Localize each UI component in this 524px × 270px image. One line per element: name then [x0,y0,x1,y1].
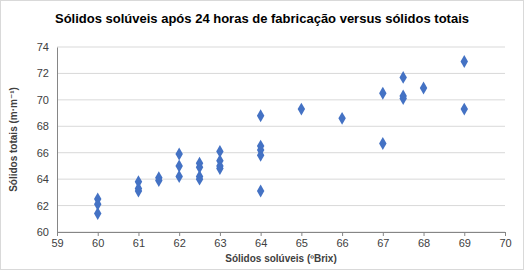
tick: 70 [37,94,57,106]
y-axis: 60 62 64 66 68 70 72 74 [37,41,58,238]
point [379,87,386,100]
grid-line [57,99,505,100]
point [196,173,203,186]
point [155,174,162,187]
axis-line [58,233,506,237]
tick: 64 [37,173,57,185]
point [461,55,468,68]
tick: 59 [51,232,63,249]
tick: 61 [133,232,145,249]
tick-label: 70 [37,94,49,106]
tick: 62 [174,232,186,249]
tick-label: 69 [459,237,471,249]
grid-line [57,179,505,180]
tick-label: 63 [214,237,226,249]
point [135,185,142,198]
tick-mark [342,232,343,236]
tick-label: 70 [499,237,511,249]
grid-line [57,73,505,74]
point [216,162,223,175]
tick-label: 60 [37,226,49,238]
tick-label: 62 [37,200,49,212]
tick-mark [179,232,180,236]
point [399,71,406,84]
tick-label: 66 [336,237,348,249]
point [420,82,427,95]
tick: 72 [37,67,57,79]
point [399,92,406,105]
tick: 63 [214,232,226,249]
point [379,137,386,150]
tick-mark [383,232,384,236]
tick-label: 64 [37,173,49,185]
tick-label: 59 [51,237,63,249]
tick-label: 68 [37,120,49,132]
tick-label: 66 [37,147,49,159]
point [94,207,101,220]
tick: 69 [459,232,471,249]
tick: 70 [499,232,511,249]
point [338,112,345,125]
tick: 60 [92,232,104,249]
tick-mark [301,232,302,236]
grid-line [57,47,505,48]
plot: 5960616263646566676869706062646668707274 [37,41,512,249]
tick-label: 68 [418,237,430,249]
point [257,185,264,198]
tick: 65 [296,232,308,249]
point [257,109,264,122]
tick-mark [220,232,221,236]
tick-label: 65 [296,237,308,249]
x-axis-title: Sólidos solúveis (ºBrix) [225,253,336,264]
point [298,103,305,116]
chart: 5960616263646566676869706062646668707274… [0,0,524,270]
grid [57,47,505,232]
grid-line [57,152,505,153]
point [461,103,468,116]
tick: 74 [37,41,57,53]
tick: 68 [418,232,430,249]
y-axis-title: Sólidos totais (m·m⁻¹) [8,87,19,192]
point [175,170,182,183]
tick-label: 61 [133,237,145,249]
point [175,148,182,161]
tick-mark [424,232,425,236]
axis-line [57,48,58,233]
tick-mark [261,232,262,236]
tick-mark [138,232,139,236]
tick-label: 60 [92,237,104,249]
point [257,149,264,162]
tick: 67 [377,232,389,249]
tick-mark [57,232,58,236]
grid-line [57,205,505,206]
tick-label: 67 [377,237,389,249]
tick: 68 [37,120,57,132]
title: Sólidos solúveis após 24 horas de fabric… [55,11,469,26]
tick-mark [464,232,465,236]
tick: 60 [37,226,57,238]
tick-label: 74 [37,41,49,53]
chart-border [1,1,524,270]
tick-mark [505,232,506,236]
tick-label: 64 [255,237,267,249]
tick: 62 [37,200,57,212]
tick: 64 [255,232,267,249]
tick: 66 [37,147,57,159]
points [94,55,468,220]
x-axis: 59 60 61 62 63 64 65 66 67 68 69 70 [51,232,511,249]
tick-label: 72 [37,67,49,79]
grid-line [57,126,505,127]
tick-mark [98,232,99,236]
tick: 66 [336,232,348,249]
tick-label: 62 [174,237,186,249]
